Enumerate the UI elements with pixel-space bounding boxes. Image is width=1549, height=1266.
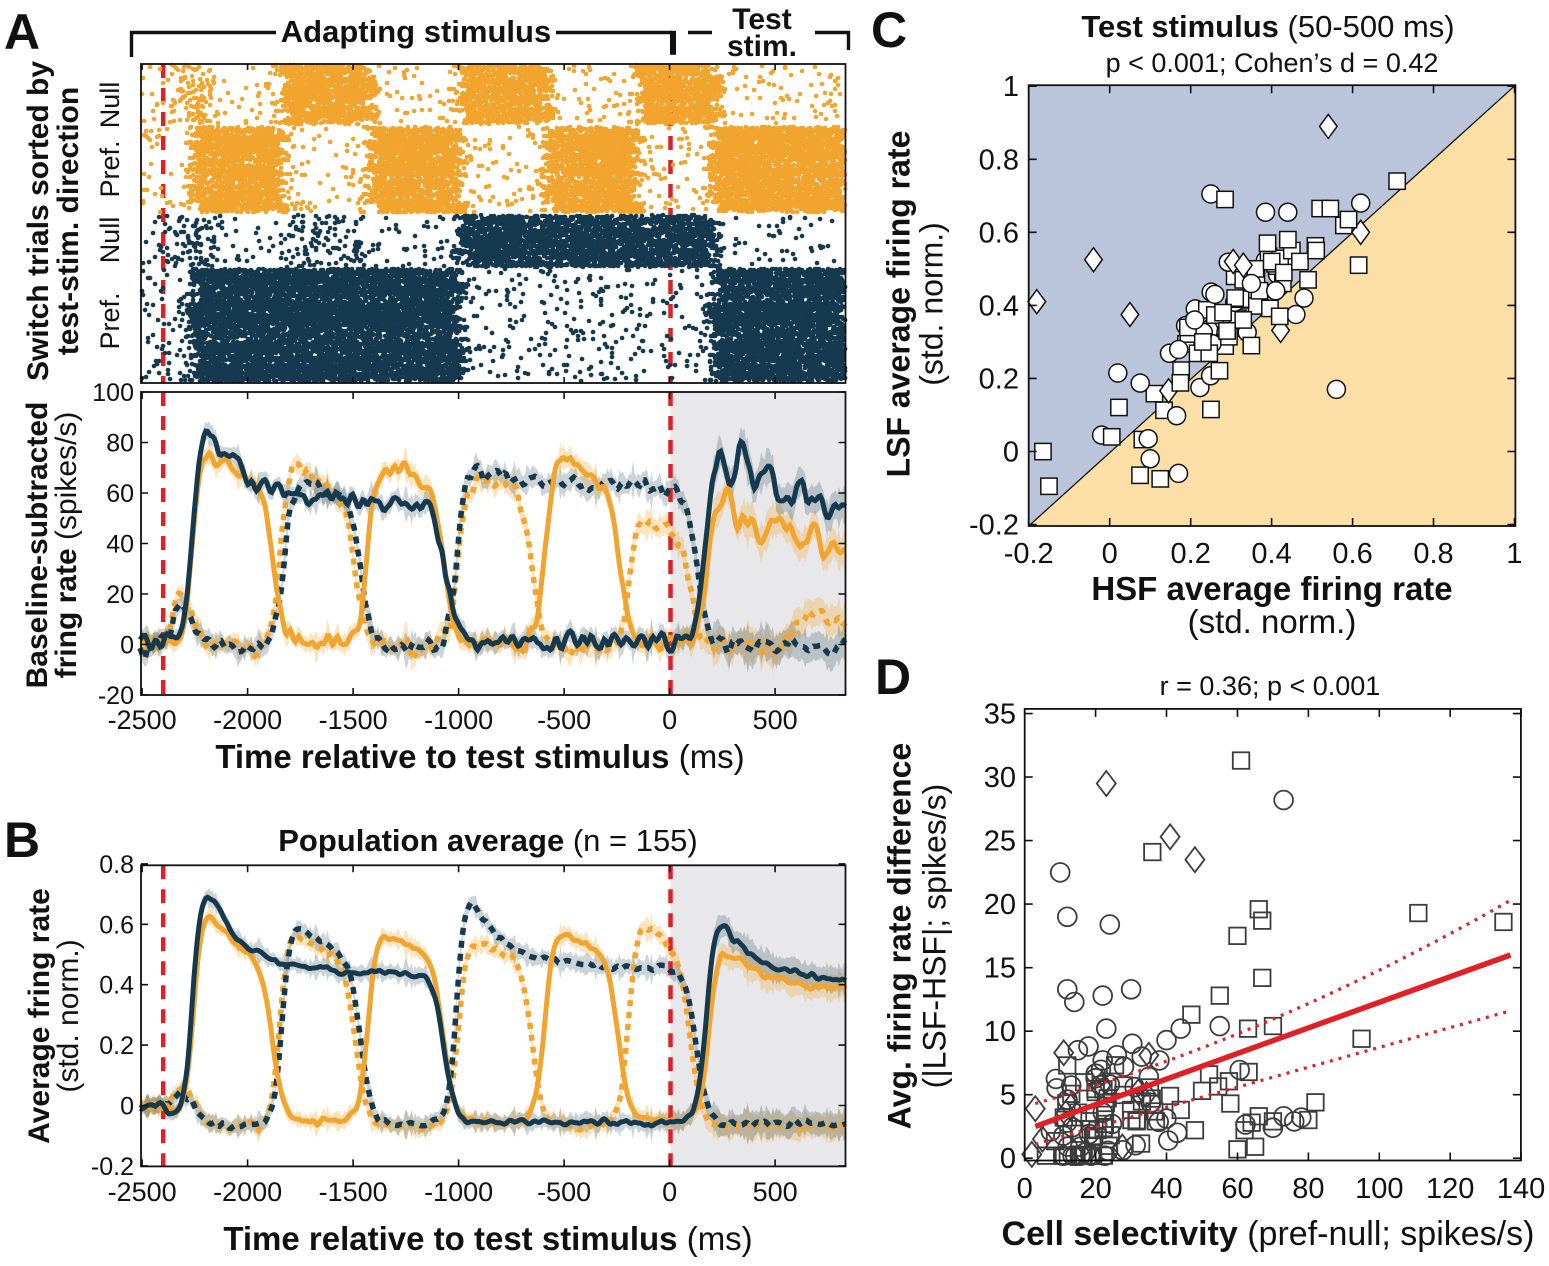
svg-text:0.6: 0.6 xyxy=(99,911,134,939)
svg-text:0.2: 0.2 xyxy=(1171,538,1211,570)
svg-text:(std. norm.): (std. norm.) xyxy=(1188,603,1357,640)
svg-text:Null: Null xyxy=(95,82,125,129)
svg-text:Test stimulus (50-500 ms): Test stimulus (50-500 ms) xyxy=(1081,9,1454,44)
svg-text:-20: -20 xyxy=(98,682,134,710)
svg-text:p < 0.001; Cohen’s d = 0.42: p < 0.001; Cohen’s d = 0.42 xyxy=(1106,48,1439,78)
svg-text:60: 60 xyxy=(1221,1173,1253,1205)
svg-text:100: 100 xyxy=(92,379,134,407)
svg-text:A: A xyxy=(4,4,40,60)
svg-text:C: C xyxy=(871,2,907,58)
svg-text:0.8: 0.8 xyxy=(1413,538,1453,570)
svg-text:500: 500 xyxy=(753,1177,798,1207)
svg-text:140: 140 xyxy=(1497,1173,1545,1205)
svg-text:5: 5 xyxy=(1000,1080,1016,1112)
svg-text:fring rate (spikes/s): fring rate (spikes/s) xyxy=(50,412,83,679)
svg-text:40: 40 xyxy=(106,531,134,559)
svg-text:-2500: -2500 xyxy=(108,1177,177,1207)
svg-text:-1000: -1000 xyxy=(424,1177,493,1207)
svg-text:60: 60 xyxy=(106,480,134,508)
svg-text:0: 0 xyxy=(120,1093,134,1121)
svg-text:-0.2: -0.2 xyxy=(969,510,1019,542)
svg-text:Switch trials sorted by: Switch trials sorted by xyxy=(22,61,55,381)
svg-text:Null: Null xyxy=(95,217,125,264)
svg-text:0.2: 0.2 xyxy=(979,363,1019,395)
svg-text:LSF average firing rate: LSF average firing rate xyxy=(880,131,916,478)
svg-text:0: 0 xyxy=(1017,1173,1033,1205)
svg-text:Baseline-subtracted: Baseline-subtracted xyxy=(21,402,54,689)
svg-text:B: B xyxy=(4,812,40,868)
svg-text:-2500: -2500 xyxy=(108,705,177,735)
svg-text:1: 1 xyxy=(1506,538,1522,570)
svg-text:0.6: 0.6 xyxy=(1332,538,1372,570)
svg-text:100: 100 xyxy=(1355,1173,1403,1205)
svg-text:Pref.: Pref. xyxy=(95,140,125,197)
svg-text:-1500: -1500 xyxy=(319,705,388,735)
svg-text:0: 0 xyxy=(120,632,134,660)
svg-text:0.2: 0.2 xyxy=(99,1032,134,1060)
svg-text:r = 0.36; p < 0.001: r = 0.36; p < 0.001 xyxy=(1160,671,1381,701)
svg-text:80: 80 xyxy=(1292,1173,1324,1205)
svg-text:Avg. firing rate difference: Avg. firing rate difference xyxy=(881,743,917,1129)
svg-text:-0.2: -0.2 xyxy=(91,1153,134,1181)
svg-text:0.4: 0.4 xyxy=(99,972,134,1000)
svg-text:0: 0 xyxy=(662,705,677,735)
svg-text:Average fring rate: Average fring rate xyxy=(23,888,56,1144)
svg-text:40: 40 xyxy=(1150,1173,1182,1205)
svg-text:HSF average firing rate: HSF average firing rate xyxy=(1091,570,1452,607)
svg-text:0.8: 0.8 xyxy=(979,144,1019,176)
svg-text:-2000: -2000 xyxy=(213,705,282,735)
svg-text:Cell selectivity (pref-null; s: Cell selectivity (pref-null; spikes/s) xyxy=(1002,1215,1535,1253)
svg-text:-2000: -2000 xyxy=(213,1177,282,1207)
svg-text:-1000: -1000 xyxy=(424,705,493,735)
svg-text:80: 80 xyxy=(106,430,134,458)
svg-text:Pref.: Pref. xyxy=(95,292,125,349)
svg-text:Time relative to test stimulus: Time relative to test stimulus (ms) xyxy=(215,738,744,775)
svg-text:-0.2: -0.2 xyxy=(1004,538,1054,570)
svg-text:Test: Test xyxy=(732,3,791,36)
svg-text:0.6: 0.6 xyxy=(979,217,1019,249)
svg-text:(std. norm.): (std. norm.) xyxy=(52,939,85,1092)
svg-text:-1500: -1500 xyxy=(319,1177,388,1207)
svg-text:0.8: 0.8 xyxy=(99,851,134,879)
svg-text:25: 25 xyxy=(984,826,1016,858)
svg-text:0: 0 xyxy=(1102,538,1118,570)
svg-text:0.4: 0.4 xyxy=(979,290,1019,322)
svg-text:120: 120 xyxy=(1426,1173,1474,1205)
svg-text:20: 20 xyxy=(1079,1173,1111,1205)
svg-text:Adapting stimulus: Adapting stimulus xyxy=(281,14,551,49)
svg-text:15: 15 xyxy=(984,953,1016,985)
svg-text:Time relative to test stimulus: Time relative to test stimulus (ms) xyxy=(223,1220,752,1257)
svg-text:0: 0 xyxy=(1003,437,1019,469)
svg-text:0: 0 xyxy=(1000,1143,1016,1175)
svg-text:-500: -500 xyxy=(537,1177,591,1207)
svg-text:-500: -500 xyxy=(537,705,591,735)
svg-text:(|LSF-HSF|; spikes/s): (|LSF-HSF|; spikes/s) xyxy=(916,784,952,1089)
svg-text:0.4: 0.4 xyxy=(1251,538,1291,570)
svg-text:35: 35 xyxy=(984,699,1016,731)
svg-text:20: 20 xyxy=(106,581,134,609)
svg-text:1: 1 xyxy=(1003,71,1019,103)
svg-text:(std. norm.): (std. norm.) xyxy=(913,222,949,386)
svg-text:Population average (n = 155): Population average (n = 155) xyxy=(278,823,698,858)
svg-text:test-stim. direction: test-stim. direction xyxy=(52,87,85,355)
svg-text:20: 20 xyxy=(984,889,1016,921)
svg-text:stim.: stim. xyxy=(727,30,797,63)
svg-text:0: 0 xyxy=(662,1177,677,1207)
svg-text:10: 10 xyxy=(984,1016,1016,1048)
svg-text:D: D xyxy=(875,649,911,705)
svg-text:30: 30 xyxy=(984,762,1016,794)
svg-text:500: 500 xyxy=(753,705,798,735)
